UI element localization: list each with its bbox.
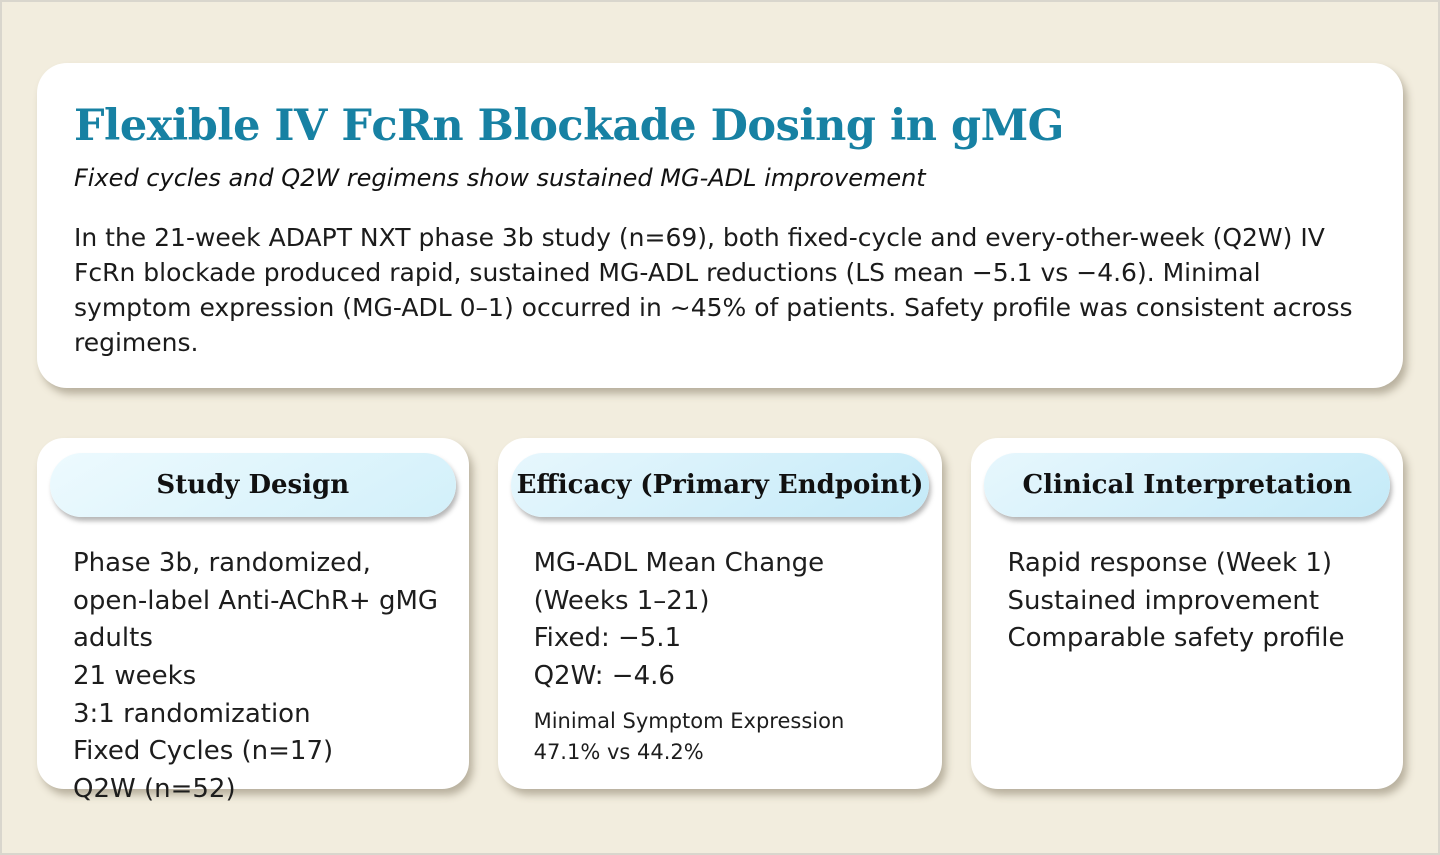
study-design-line: 21 weeks: [73, 661, 197, 692]
study-design-title-pill: Study Design: [50, 453, 456, 517]
clinical-interpretation-line: Comparable safety profile: [1007, 623, 1345, 654]
page-title: Flexible IV FcRn Blockade Dosing in gMG: [74, 101, 1064, 151]
efficacy-note-line: 47.1% vs 44.2%: [533, 740, 704, 765]
study-design-body: Phase 3b, randomized, open-label Anti-AC…: [50, 545, 456, 809]
efficacy-line: Fixed: −5.1: [533, 623, 682, 654]
page-subtitle: Fixed cycles and Q2W regimens show susta…: [74, 164, 926, 193]
summary-paragraph: In the 21-week ADAPT NXT phase 3b study …: [74, 223, 1353, 358]
clinical-interpretation-body: Rapid response (Week 1) Sustained improv…: [984, 545, 1390, 658]
efficacy-line: MG-ADL Mean Change (Weeks 1–21): [533, 548, 825, 616]
efficacy-note: Minimal Symptom Expression 47.1% vs 44.2…: [534, 706, 916, 769]
efficacy-title-pill: Efficacy (Primary Endpoint): [510, 453, 930, 517]
clinical-interpretation-line: Rapid response (Week 1): [1007, 548, 1333, 578]
efficacy-title: Efficacy (Primary Endpoint): [516, 470, 924, 500]
clinical-interpretation-title-pill: Clinical Interpretation: [984, 453, 1391, 517]
clinical-interpretation-line: Sustained improvement: [1007, 585, 1320, 616]
study-design-line: Fixed Cycles (n=17): [73, 736, 334, 767]
study-design-line: Q2W (n=52): [73, 774, 236, 805]
card-study-design: Study Design Phase 3b, randomized, open-…: [37, 438, 469, 804]
study-design-line: 3:1 randomization: [73, 698, 311, 729]
clinical-interpretation-title: Clinical Interpretation: [1022, 470, 1352, 500]
efficacy-line: Q2W: −4.6: [533, 661, 675, 692]
card-clinical-interpretation: Clinical Interpretation Rapid response (…: [971, 438, 1404, 789]
efficacy-note-line: Minimal Symptom Expression: [533, 708, 845, 733]
cards-row: Study Design Phase 3b, randomized, open-…: [37, 438, 1404, 804]
study-design-line: Phase 3b, randomized, open-label Anti-AC…: [73, 548, 439, 654]
study-design-title: Study Design: [156, 470, 350, 500]
header-card: Flexible IV FcRn Blockade Dosing in gMG …: [37, 63, 1403, 388]
card-efficacy: Efficacy (Primary Endpoint) MG-ADL Mean …: [497, 438, 943, 789]
efficacy-body: MG-ADL Mean Change (Weeks 1–21) Fixed: −…: [511, 545, 930, 769]
